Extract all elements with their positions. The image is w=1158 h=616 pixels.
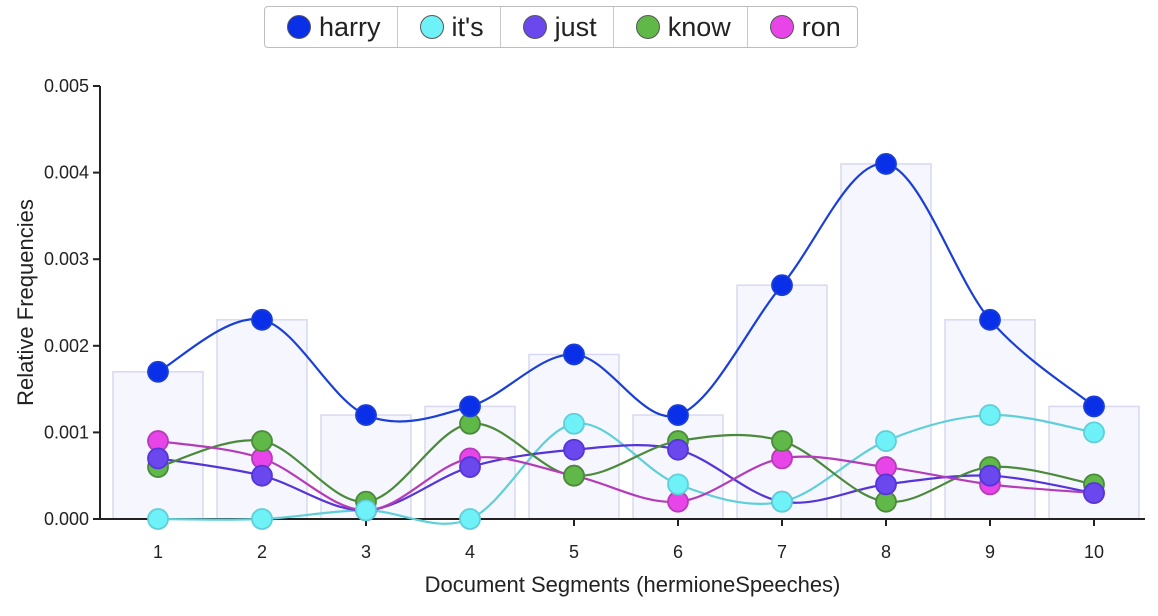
series-point-2	[251, 464, 273, 487]
series-point-2	[1083, 482, 1105, 504]
series-point-1	[459, 508, 481, 530]
x-tick-label: 10	[1084, 542, 1104, 562]
series-point-0	[667, 404, 689, 426]
series-point-2	[979, 464, 1001, 487]
legend-swatch	[522, 15, 547, 39]
legend-swatch	[287, 15, 311, 39]
y-tick-label: 0.000	[44, 509, 89, 529]
legend-label: just	[554, 11, 597, 42]
series-point-0	[251, 308, 273, 331]
series-point-2	[563, 438, 585, 461]
y-axis-title: Relative Frequencies	[13, 199, 38, 406]
series-point-3	[563, 464, 585, 487]
x-tick-label: 8	[881, 542, 891, 562]
y-tick-label: 0.005	[44, 76, 89, 96]
series-point-1	[563, 412, 585, 435]
series-point-1	[875, 430, 897, 452]
series-point-0	[771, 274, 793, 297]
series-point-3	[771, 430, 793, 452]
series-line-1	[157, 413, 1095, 525]
series-point-0	[875, 153, 897, 175]
x-tick-label: 3	[361, 542, 371, 562]
series-point-0	[563, 343, 585, 366]
legend-swatch	[769, 15, 794, 39]
segment-bar	[528, 353, 620, 520]
series-point-1	[979, 404, 1001, 426]
segment-bar	[736, 284, 828, 520]
series-point-2	[147, 447, 169, 470]
series-point-2	[667, 438, 689, 461]
series-point-1	[251, 508, 273, 530]
series-point-1	[147, 508, 169, 530]
series-point-1	[667, 473, 689, 496]
series-point-1	[1083, 421, 1105, 444]
y-tick-label: 0.002	[44, 336, 89, 356]
y-tick-label: 0.001	[44, 422, 89, 442]
x-tick-label: 4	[465, 542, 475, 562]
legend-label: ron	[801, 11, 841, 42]
legend-item-1[interactable]: it's	[398, 7, 501, 47]
x-tick-label: 1	[153, 542, 163, 562]
x-axis-title: Document Segments (hermioneSpeeches)	[425, 572, 841, 597]
legend-item-2[interactable]: just	[501, 7, 614, 47]
series-point-0	[979, 308, 1001, 331]
legend-label: harry	[319, 11, 381, 42]
series-line-0	[157, 162, 1095, 423]
legend-swatch	[419, 15, 444, 39]
series-point-2	[459, 456, 481, 478]
x-tick-label: 5	[569, 542, 579, 562]
series-line-2	[157, 444, 1095, 512]
legend-item-0[interactable]: harry	[265, 7, 398, 47]
y-tick-label: 0.003	[44, 249, 89, 269]
legend-label: know	[667, 11, 731, 42]
legend: harry it's just know ron	[264, 6, 858, 48]
series-point-2	[875, 473, 897, 496]
x-tick-label: 9	[985, 542, 995, 562]
series-point-0	[1083, 395, 1105, 418]
y-tick-label: 0.004	[44, 163, 89, 183]
x-tick-label: 7	[777, 542, 787, 562]
series-point-1	[355, 499, 377, 522]
x-tick-label: 2	[257, 542, 267, 562]
segment-bar	[216, 319, 308, 520]
series-point-3	[251, 430, 273, 452]
series-point-0	[459, 395, 481, 418]
series-point-1	[771, 490, 793, 513]
series-line-4	[157, 439, 1095, 512]
legend-label: it's	[451, 11, 484, 42]
legend-item-3[interactable]: know	[614, 7, 748, 47]
series-line-3	[157, 422, 1095, 504]
series-point-0	[147, 360, 169, 383]
legend-swatch	[635, 15, 660, 39]
series-point-0	[355, 404, 377, 426]
x-tick-label: 6	[673, 542, 683, 562]
legend-item-4[interactable]: ron	[748, 7, 857, 47]
